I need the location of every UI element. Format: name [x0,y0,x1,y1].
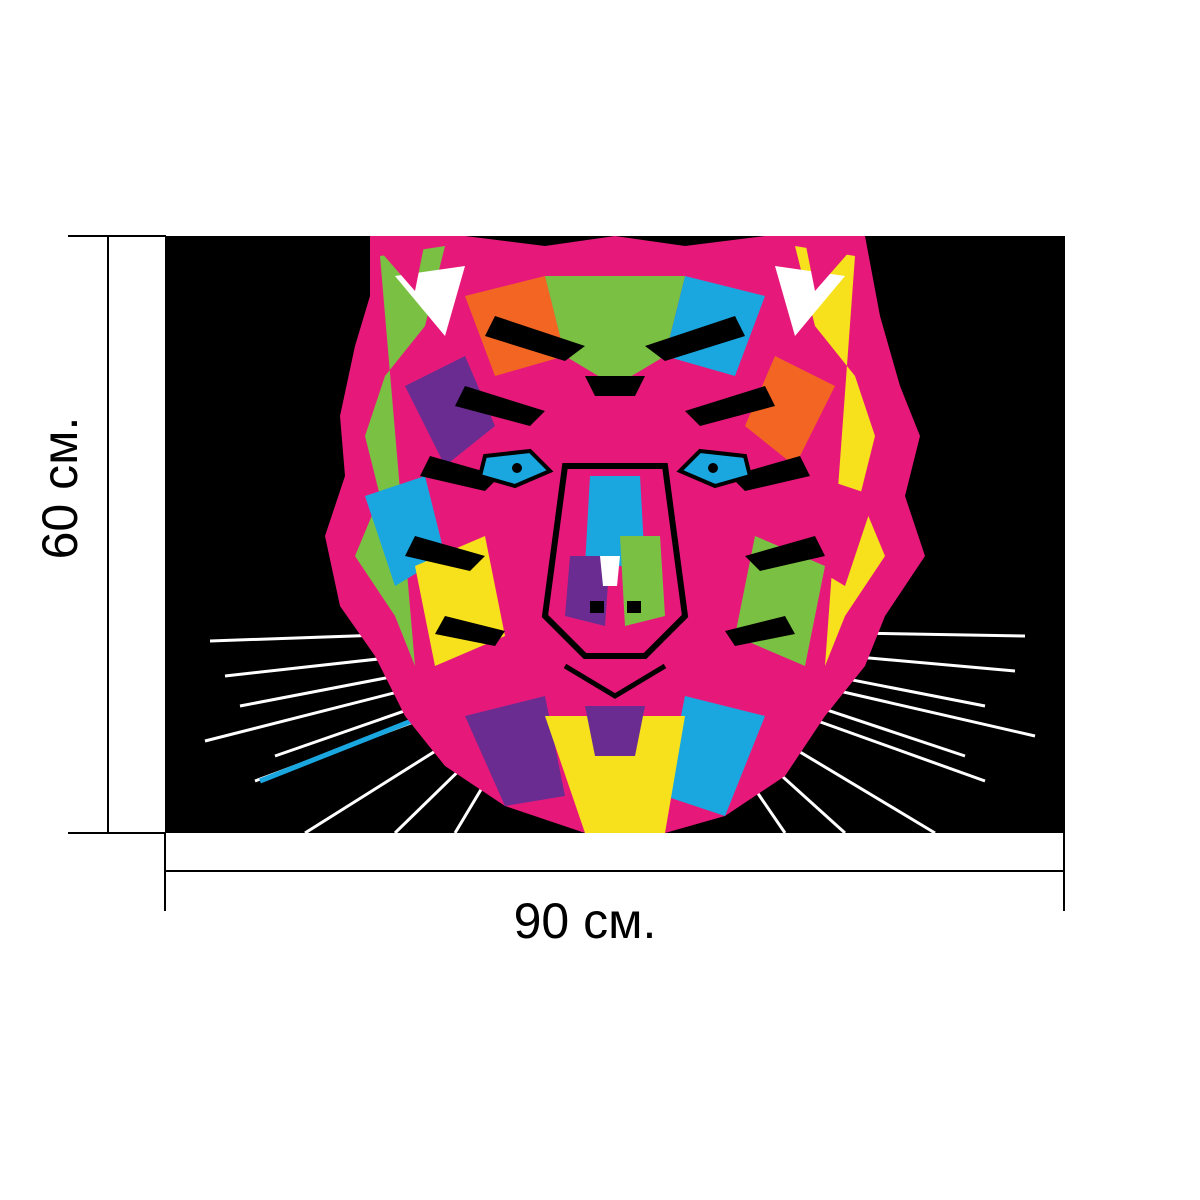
tiger-nostril-left [590,601,604,613]
height-dimension-top-tick [68,235,166,237]
tiger-mouth [563,663,667,699]
tiger-artwork-panel [165,236,1065,833]
height-dimension-line [107,235,109,834]
tiger-stripes [405,316,825,646]
width-dimension-right-tick [1063,833,1065,911]
width-dimension-line [164,870,1065,872]
height-dimension-label: 60 см. [32,416,88,560]
tiger-face-icon [204,236,1036,833]
tiger-nostril-right [627,601,641,613]
height-dimension-bottom-tick [68,832,166,834]
width-dimension-left-tick [164,833,166,911]
width-dimension-label: 90 см. [513,893,657,949]
